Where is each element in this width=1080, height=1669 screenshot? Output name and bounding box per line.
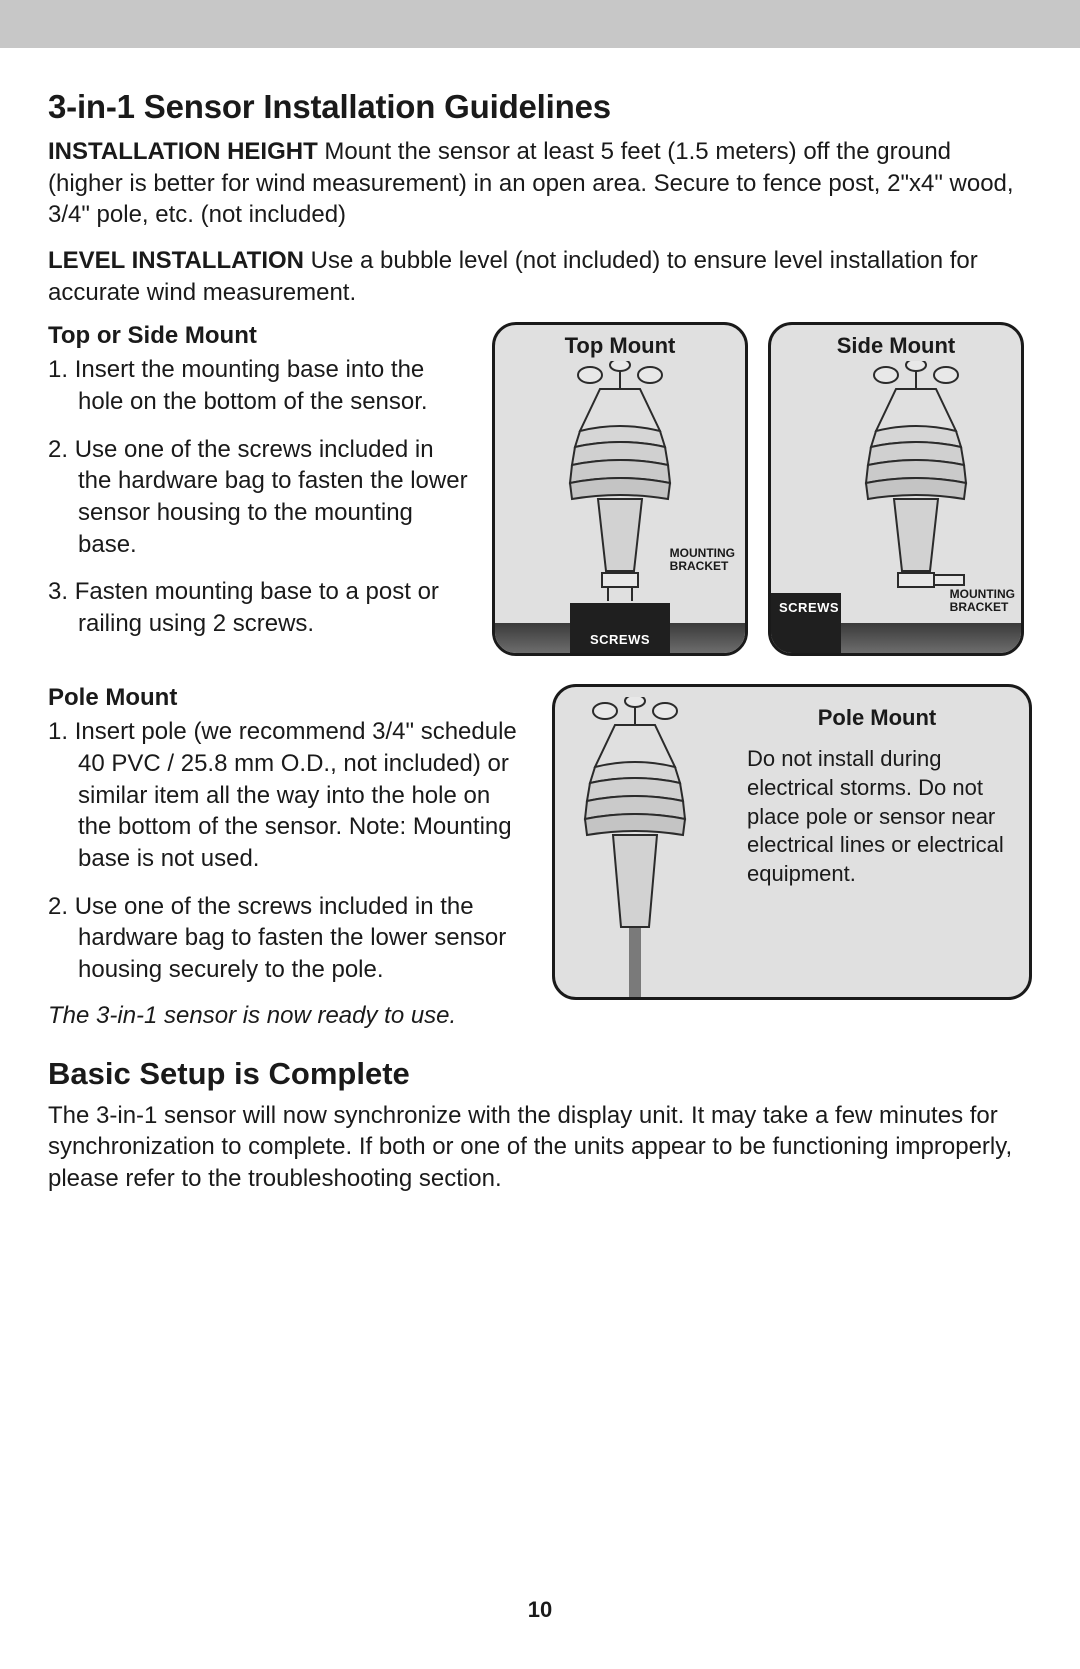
install-height-lead: INSTALLATION HEIGHT bbox=[48, 138, 318, 165]
step-item: Fasten mounting base to a post or railin… bbox=[48, 576, 468, 639]
page-content: 3-in-1 Sensor Installation Guidelines IN… bbox=[0, 48, 1080, 1195]
screws-label: SCREWS bbox=[590, 632, 650, 647]
complete-heading: Basic Setup is Complete bbox=[48, 1056, 1032, 1092]
pole-heading: Pole Mount bbox=[48, 684, 528, 712]
step-item: Insert the mounting base into the hole o… bbox=[48, 354, 468, 417]
screws-label: SCREWS bbox=[779, 600, 839, 615]
figure-title: Top Mount bbox=[495, 325, 745, 359]
top-side-steps: Insert the mounting base into the hole o… bbox=[48, 354, 468, 639]
install-height-paragraph: INSTALLATION HEIGHT Mount the sensor at … bbox=[48, 136, 1032, 231]
step-item: Insert pole (we recommend 3/4" schedule … bbox=[48, 716, 528, 874]
top-side-mount-row: Top or Side Mount Insert the mounting ba… bbox=[48, 322, 1032, 656]
pole-steps: Insert pole (we recommend 3/4" schedule … bbox=[48, 716, 528, 985]
bracket-label: MOUNTING BRACKET bbox=[950, 588, 1015, 613]
pole-footnote: The 3-in-1 sensor is now ready to use. bbox=[48, 1002, 528, 1030]
sensor-icon bbox=[565, 697, 705, 942]
level-install-paragraph: LEVEL INSTALLATION Use a bubble level (n… bbox=[48, 245, 1032, 308]
top-side-text-col: Top or Side Mount Insert the mounting ba… bbox=[48, 322, 468, 655]
figure-pole-mount: Pole Mount Do not install during electri… bbox=[552, 684, 1032, 1000]
figure-top-mount: Top Mount bbox=[492, 322, 748, 656]
pole-mount-row: Pole Mount Insert pole (we recommend 3/4… bbox=[48, 684, 1032, 1029]
sensor-icon bbox=[846, 361, 986, 601]
figure-side-mount: Side Mount bbox=[768, 322, 1024, 656]
page-title: 3-in-1 Sensor Installation Guidelines bbox=[48, 88, 1032, 126]
page-number: 10 bbox=[0, 1597, 1080, 1623]
top-side-figures: Top Mount bbox=[492, 322, 1024, 656]
step-item: Use one of the screws included in the ha… bbox=[48, 891, 528, 986]
complete-text: The 3-in-1 sensor will now synchronize w… bbox=[48, 1100, 1032, 1195]
figure-title: Side Mount bbox=[771, 325, 1021, 359]
step-item: Use one of the screws included in the ha… bbox=[48, 434, 468, 561]
pole-text-col: Pole Mount Insert pole (we recommend 3/4… bbox=[48, 684, 528, 1029]
top-side-heading: Top or Side Mount bbox=[48, 322, 468, 350]
pole-warning-text: Do not install during electrical storms.… bbox=[747, 745, 1007, 888]
level-install-lead: LEVEL INSTALLATION bbox=[48, 247, 304, 274]
bracket-label: MOUNTING BRACKET bbox=[670, 547, 735, 572]
figure-title: Pole Mount bbox=[747, 705, 1007, 731]
header-bar bbox=[0, 0, 1080, 48]
